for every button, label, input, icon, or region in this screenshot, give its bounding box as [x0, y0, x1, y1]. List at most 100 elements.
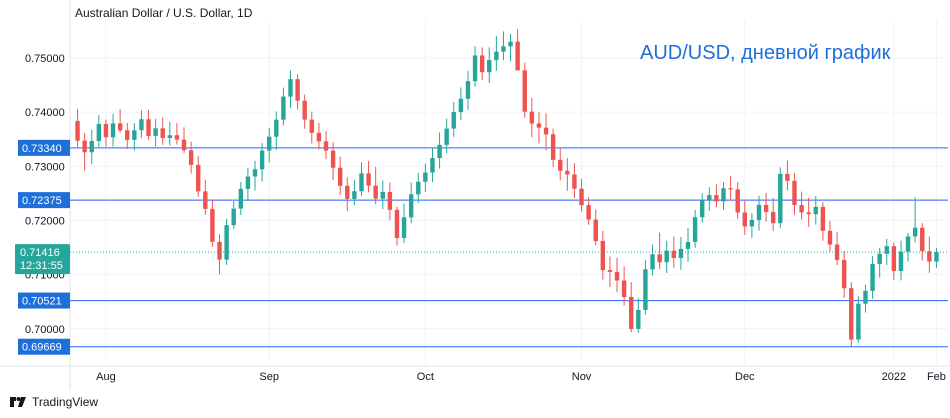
- candle-body: [877, 253, 882, 264]
- candle-body: [125, 130, 130, 140]
- candle-body: [430, 158, 435, 173]
- candle-body: [181, 139, 187, 151]
- candle-body: [380, 192, 385, 199]
- candle-body: [792, 180, 797, 206]
- candle-body: [437, 144, 442, 159]
- candle-body: [508, 41, 513, 47]
- candle-body: [756, 204, 762, 220]
- horizontal-levels[interactable]: [70, 147, 948, 348]
- x-tick-label: Sep: [259, 371, 279, 383]
- candle-body: [75, 120, 80, 141]
- candle-body: [629, 296, 634, 329]
- candle-body: [565, 170, 570, 175]
- level-label-bg: [18, 192, 70, 209]
- candle-body: [934, 252, 939, 262]
- candle-body: [288, 79, 293, 97]
- candle-body: [579, 188, 584, 206]
- candle-body: [657, 254, 662, 263]
- level-label: 0.72375: [22, 195, 62, 207]
- x-tick-label: 2022: [882, 371, 906, 383]
- candlesticks: [75, 29, 939, 347]
- symbol-title[interactable]: Australian Dollar / U.S. Dollar, 1D: [75, 6, 253, 20]
- candle-body: [728, 188, 733, 190]
- candle-body: [529, 111, 535, 124]
- candle-body: [841, 259, 847, 289]
- candle-body: [487, 60, 492, 73]
- candle-body: [863, 290, 868, 304]
- y-axis[interactable]: 0.750000.740000.730000.720000.710000.700…: [25, 53, 65, 336]
- candle-body: [678, 248, 684, 259]
- candle-body: [543, 127, 549, 135]
- candle-body: [664, 250, 669, 263]
- candle-body: [458, 98, 464, 113]
- candle-body: [132, 130, 137, 140]
- candle-body: [593, 219, 598, 242]
- candle-body: [117, 123, 123, 131]
- candle-body: [600, 241, 606, 271]
- candle-body: [834, 244, 840, 260]
- candle-body: [614, 271, 620, 281]
- candle-body: [167, 135, 173, 138]
- candle-body: [302, 100, 307, 120]
- candle-body: [387, 192, 393, 210]
- candle-body: [856, 303, 861, 340]
- candle-body: [373, 185, 378, 199]
- candle-body: [912, 227, 918, 237]
- y-tick-label: 0.72000: [25, 215, 65, 227]
- candle-body: [643, 269, 648, 310]
- candle-body: [174, 135, 180, 140]
- candle-body: [103, 123, 109, 138]
- x-tick-label: Dec: [735, 371, 755, 383]
- candle-body: [359, 173, 364, 192]
- candle-body: [558, 159, 563, 171]
- x-tick-label: Oct: [417, 371, 434, 383]
- candle-body: [621, 280, 627, 297]
- candle-body: [721, 188, 726, 202]
- candle-body: [550, 134, 556, 160]
- brand-name: TradingView: [32, 395, 99, 409]
- y-tick-label: 0.75000: [25, 53, 65, 65]
- candle-body: [692, 217, 698, 242]
- candle-body: [536, 123, 542, 128]
- candle-body: [927, 251, 932, 262]
- candle-body: [501, 46, 506, 52]
- y-tick-label: 0.73000: [25, 161, 65, 173]
- candle-body: [785, 173, 790, 181]
- candle-body: [636, 309, 641, 329]
- candle-body: [572, 174, 577, 189]
- level-label-bg: [18, 139, 70, 156]
- candle-body: [472, 55, 478, 82]
- level-label-bg: [18, 292, 70, 309]
- x-tick-label: Nov: [572, 371, 592, 383]
- candle-body: [203, 191, 208, 209]
- candle-body: [196, 164, 201, 192]
- tradingview-brand[interactable]: TradingView: [10, 395, 98, 409]
- candle-body: [749, 219, 755, 227]
- x-axis[interactable]: Aug Sep Oct Nov Dec 2022 Feb: [96, 371, 946, 383]
- x-tick-label: Aug: [96, 371, 116, 383]
- candle-body: [806, 212, 811, 215]
- candle-body: [416, 181, 421, 195]
- candle-body: [820, 206, 826, 231]
- candle-body: [96, 123, 102, 142]
- candle-body: [905, 236, 911, 252]
- candle-body: [444, 128, 449, 145]
- candle-body: [274, 119, 279, 137]
- candle-body: [224, 225, 229, 260]
- candle-body: [394, 209, 400, 238]
- last-price-box: [15, 244, 70, 275]
- candle-body: [295, 79, 300, 101]
- candle-body: [330, 150, 336, 168]
- candle-body: [309, 119, 314, 133]
- candle-body: [238, 188, 244, 209]
- candle-body: [515, 41, 520, 71]
- candle-body: [316, 132, 322, 142]
- candle-body: [82, 140, 87, 153]
- candle-body: [423, 172, 428, 182]
- candle-body: [586, 205, 591, 220]
- candle-body: [352, 191, 357, 199]
- level-label: 0.73340: [22, 143, 62, 155]
- candle-body: [763, 204, 769, 212]
